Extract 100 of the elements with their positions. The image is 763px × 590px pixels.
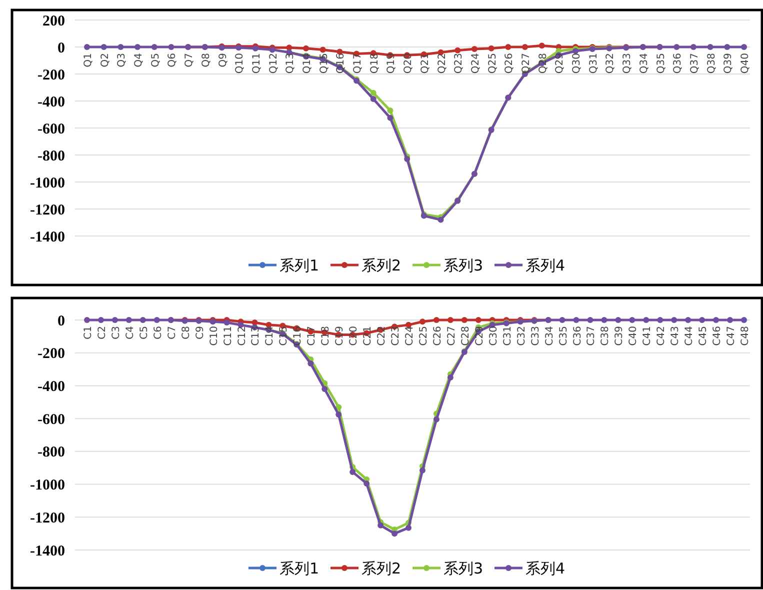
x-tick-label: Q25 [487, 53, 498, 74]
x-tick-label: C41 [642, 326, 654, 346]
x-tick-label: Q6 [167, 53, 178, 68]
legend-label: 系列3 [444, 256, 484, 274]
y-tick-label: -200 [38, 346, 65, 362]
x-tick-label: Q18 [369, 53, 380, 74]
x-tick-label: Q39 [723, 53, 734, 74]
x-tick-label: C34 [544, 326, 556, 346]
x-tick-label: Q11 [251, 53, 262, 74]
x-tick-label: C39 [614, 326, 626, 346]
x-tick-label: C36 [572, 326, 584, 346]
x-tick-label: C43 [670, 326, 682, 346]
x-tick-label: C8 [180, 326, 192, 340]
x-tick-label: Q1 [83, 53, 94, 68]
x-tick-label: C40 [628, 326, 640, 346]
y-tick-label: -1000 [30, 175, 65, 192]
legend-label: 系列1 [280, 559, 320, 578]
y-tick-label: -600 [38, 121, 65, 138]
x-tick-label: Q3 [116, 53, 128, 68]
x-tick-label: C35 [558, 326, 570, 346]
x-tick-label: Q35 [656, 53, 667, 74]
legend-label: 系列1 [280, 256, 320, 274]
x-tick-label: C28 [460, 326, 472, 346]
y-tick-label: -1400 [30, 543, 65, 560]
x-tick-label: C26 [432, 326, 444, 346]
x-tick-label: Q22 [436, 53, 448, 74]
x-tick-label: C38 [600, 326, 612, 346]
legend-label: 系列4 [526, 559, 566, 578]
x-tick-label: C12 [236, 326, 248, 346]
x-tick-label: C46 [712, 326, 724, 346]
x-tick-label: C14 [264, 326, 276, 346]
x-tick-label: C19 [334, 326, 346, 346]
x-tick-label: Q8 [200, 53, 212, 68]
x-tick-label: C1 [83, 326, 94, 340]
y-tick-label: -600 [38, 412, 65, 428]
x-tick-label: C24 [404, 326, 416, 346]
x-tick-label: Q10 [234, 53, 246, 74]
x-tick-label: Q37 [689, 53, 700, 74]
x-tick-label: C13 [250, 326, 262, 346]
x-tick-label: Q26 [504, 53, 516, 74]
x-tick-label: Q21 [420, 53, 431, 74]
x-tick-label: C31 [502, 326, 514, 346]
x-tick-label: Q30 [572, 53, 583, 74]
x-tick-label: C11 [222, 326, 234, 346]
x-tick-label: Q14 [302, 53, 313, 74]
x-tick-label: C3 [110, 326, 122, 340]
x-tick-label: C45 [698, 326, 710, 346]
legend-label: 系列4 [526, 256, 566, 274]
legend-label: 系列2 [362, 559, 402, 578]
x-tick-label: Q19 [386, 53, 398, 74]
x-tick-label: Q33 [622, 53, 634, 74]
x-tick-label: Q9 [218, 53, 229, 68]
x-tick-label: C27 [446, 326, 458, 346]
x-tick-label: C4 [124, 326, 136, 340]
y-tick-label: -200 [38, 67, 65, 84]
x-tick-label: Q38 [706, 53, 718, 74]
y-tick-label: -1200 [30, 510, 65, 526]
y-tick-label: 0 [58, 313, 65, 330]
x-tick-label: Q40 [740, 53, 751, 74]
legend-label: 系列3 [444, 559, 484, 578]
x-tick-label: Q12 [268, 53, 280, 74]
x-tick-label: C20 [348, 326, 360, 346]
x-tick-label: Q13 [285, 53, 296, 74]
x-tick-label: Q23 [454, 53, 465, 74]
y-tick-label: -1200 [30, 202, 65, 218]
x-tick-label: C37 [586, 326, 598, 346]
x-tick-label: Q7 [184, 53, 196, 68]
x-tick-label: C9 [194, 326, 206, 340]
x-tick-label: C29 [474, 326, 486, 346]
x-tick-label: Q24 [470, 53, 482, 74]
x-tick-label: C15 [278, 326, 290, 346]
x-tick-label: Q4 [134, 53, 145, 68]
x-tick-label: C33 [530, 326, 542, 346]
x-tick-label: C23 [390, 326, 402, 346]
x-tick-label: C44 [684, 326, 696, 346]
x-tick-label: Q32 [605, 53, 616, 74]
x-tick-label: Q5 [150, 53, 162, 68]
x-tick-label: C48 [740, 326, 751, 346]
x-tick-label: Q29 [554, 53, 566, 74]
x-tick-label: C47 [726, 326, 738, 346]
x-tick-label: Q2 [100, 53, 111, 68]
x-tick-label: C21 [362, 326, 374, 346]
x-tick-label: C16 [292, 326, 304, 346]
x-tick-label: Q28 [538, 53, 549, 74]
x-tick-label: C22 [376, 326, 388, 346]
y-tick-label: -1400 [30, 229, 65, 246]
x-tick-label: C30 [488, 326, 500, 346]
y-tick-label: -1000 [30, 478, 65, 494]
x-tick-label: C42 [656, 326, 668, 346]
x-tick-label: Q16 [336, 53, 347, 74]
x-tick-label: C17 [306, 326, 318, 346]
y-tick-label: 0 [58, 40, 65, 56]
x-tick-label: Q20 [403, 53, 414, 74]
legend-label: 系列2 [362, 256, 402, 274]
y-tick-label: -400 [38, 94, 65, 110]
x-tick-label: Q36 [672, 53, 684, 74]
y-tick-label: -800 [38, 148, 65, 164]
x-tick-label: Q31 [588, 53, 600, 74]
x-tick-label: C32 [516, 326, 528, 346]
x-tick-label: Q15 [318, 53, 330, 74]
